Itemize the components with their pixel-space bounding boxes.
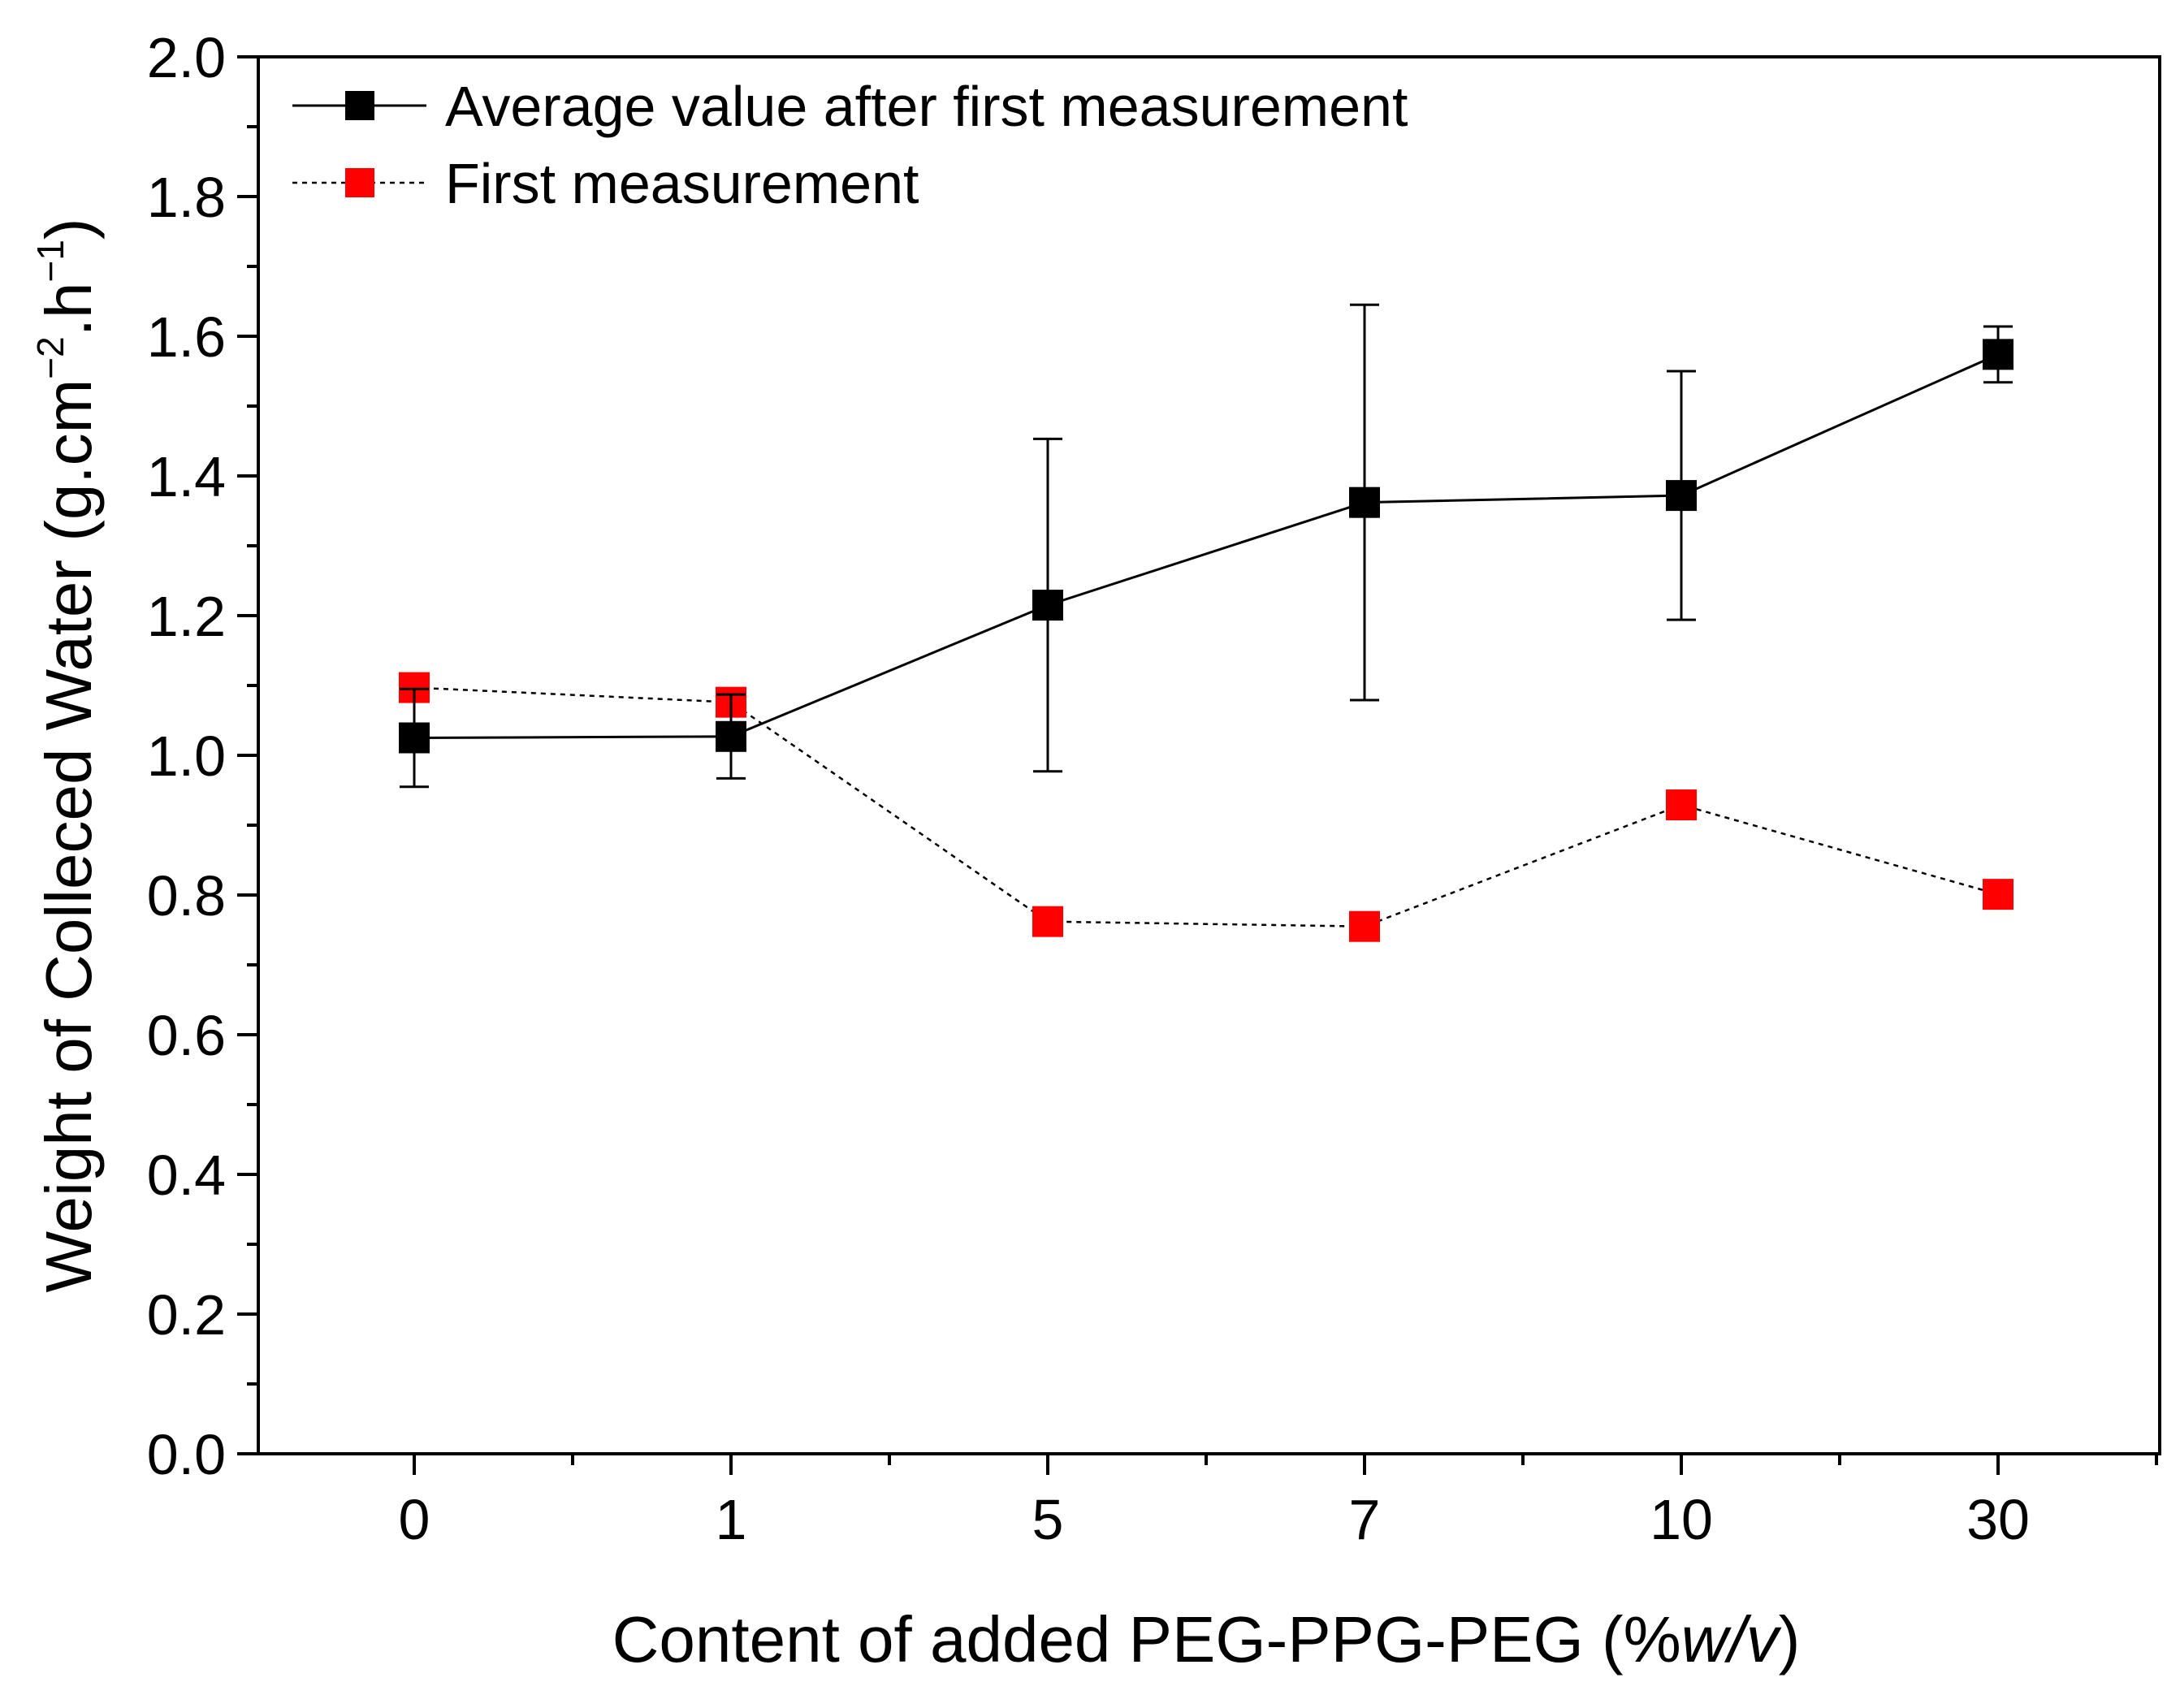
y-tick-label: 0.6 bbox=[147, 1004, 226, 1067]
data-point-1-5 bbox=[1983, 879, 2013, 910]
y-tick-label: 1.2 bbox=[147, 585, 226, 648]
x-tick-label: 5 bbox=[1032, 1488, 1064, 1551]
plot-frame bbox=[257, 55, 2161, 1455]
data-point-0-2 bbox=[1032, 590, 1063, 621]
data-point-0-3 bbox=[1349, 486, 1380, 518]
data-point-0-5 bbox=[1983, 339, 2013, 370]
y-tick-label: 1.0 bbox=[147, 724, 226, 788]
legend: Average value after first measurement Fi… bbox=[292, 75, 1408, 215]
y-tick-label: 1.8 bbox=[147, 166, 226, 229]
data-point-1-4 bbox=[1666, 789, 1697, 821]
y-tick-label: 0.4 bbox=[147, 1144, 226, 1207]
x-tick-label: 10 bbox=[1650, 1488, 1713, 1551]
series-line-1 bbox=[413, 686, 1999, 928]
y-tick-label: 0.2 bbox=[147, 1283, 226, 1347]
y-tick-label: 1.4 bbox=[147, 445, 226, 508]
legend-marker-first bbox=[345, 168, 374, 197]
data-point-0-1 bbox=[716, 720, 746, 752]
x-tick-label: 30 bbox=[1966, 1488, 2030, 1551]
y-axis: 0.0 0.2 0.4 0.6 0.8 1.0 1.2 1.4 1.6 1.8 2.0 bbox=[147, 26, 258, 1486]
data-point-1-3 bbox=[1349, 910, 1380, 942]
data-point-0-4 bbox=[1666, 480, 1697, 512]
series-line-0 bbox=[413, 352, 1999, 739]
y-axis-title: Weight of Colleced Water (g.cm−2.h−1) bbox=[29, 218, 105, 1292]
x-tick-label: 1 bbox=[716, 1488, 747, 1551]
x-axis: 0 1 5 7 10 30 bbox=[399, 1454, 2158, 1551]
y-tick-label: 0.0 bbox=[147, 1423, 226, 1486]
legend-marker-average bbox=[345, 91, 374, 120]
x-axis-title: Content of added PEG-PPG-PEG (%w/v) bbox=[612, 1603, 1801, 1676]
data-point-0-0 bbox=[399, 722, 430, 754]
x-tick-label: 7 bbox=[1349, 1488, 1381, 1551]
data-point-1-2 bbox=[1032, 906, 1063, 937]
series-layer bbox=[399, 303, 2013, 942]
legend-label-first: First measurement bbox=[445, 152, 919, 215]
y-tick-label: 0.8 bbox=[147, 864, 226, 928]
x-tick-label: 0 bbox=[399, 1488, 430, 1551]
legend-label-average: Average value after first measurement bbox=[445, 75, 1408, 138]
y-tick-label: 1.6 bbox=[147, 305, 226, 369]
y-tick-label: 2.0 bbox=[147, 26, 226, 89]
